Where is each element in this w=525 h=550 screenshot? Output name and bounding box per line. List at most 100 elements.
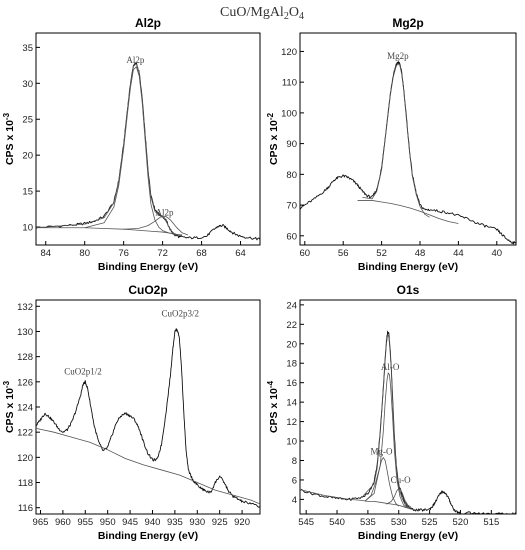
o1s-peak-label: Al-O: [381, 362, 400, 372]
mg2p-peak-label: Mg2p: [387, 51, 409, 61]
al2p-plot-frame: [35, 32, 261, 246]
al2p-xtick-label: 64: [235, 248, 246, 259]
cuo2p-ytick-label: 124: [17, 403, 33, 414]
al2p-ytick-label: 35: [22, 43, 33, 54]
cuo2p-panel: CuO2p 965 960 955 950 945 940 935 930 925 920 116 11…: [2, 283, 261, 542]
al2p-ylabel-base: CPS x 10: [4, 120, 16, 165]
o1s-ytick-label: 20: [286, 339, 297, 350]
mg2p-ylabel: CPS x 10-2: [266, 112, 280, 165]
mg2p-xlabel: Binding Energy (eV): [358, 261, 458, 273]
mg2p-ylabel-exponent: -2: [266, 112, 275, 120]
o1s-xtick-label: 530: [391, 517, 407, 528]
cuo2p-plot-area: [36, 328, 260, 508]
figure-title-sub1: 2: [284, 11, 289, 22]
cuo2p-peak-label: CuO2p1/2: [64, 366, 102, 376]
mg2p-xtick-label: 48: [415, 248, 426, 259]
cuo2p-ytick-label: 116: [18, 503, 33, 514]
o1s-ytick-label: 22: [286, 320, 297, 331]
al2p-xtick-label: 84: [40, 248, 51, 259]
o1s-ylabel: CPS x 10-4: [266, 380, 280, 433]
mg2p-ytick-label: 120: [281, 47, 297, 58]
o1s-component-line: [364, 372, 409, 509]
cuo2p-xtick-label: 930: [189, 517, 205, 528]
o1s-ytick-label: 4: [292, 495, 297, 506]
al2p-peak-label: Al2p: [126, 55, 145, 65]
cuo2p-ytick-label: 118: [18, 478, 33, 489]
o1s-plot-area: [300, 330, 516, 514]
o1s-ytick-label: 16: [286, 378, 297, 389]
al2p-peak-label: Al2p: [156, 208, 175, 218]
o1s-peak-label: Mg-O: [370, 447, 392, 457]
mg2p-ytick-label: 70: [286, 201, 297, 212]
cuo2p-ytick-label: 128: [17, 352, 33, 363]
cuo2p-spectrum-line: [36, 328, 260, 508]
al2p-fit-line: [36, 63, 183, 237]
o1s-ytick-label: 12: [286, 417, 297, 428]
cuo2p-xtick-label: 940: [145, 517, 161, 528]
o1s-peak-label: Cu-O: [391, 475, 412, 485]
cuo2p-xlabel: Binding Energy (eV): [98, 530, 198, 542]
mg2p-fit-line: [362, 63, 430, 218]
o1s-title: O1s: [397, 283, 420, 297]
al2p-xlabel: Binding Energy (eV): [98, 261, 198, 273]
cuo2p-xtick-label: 935: [167, 517, 183, 528]
cuo2p-xtick-label: 960: [55, 517, 71, 528]
figure-title-sub2: 4: [299, 11, 304, 22]
mg2p-xtick-label: 56: [338, 248, 349, 259]
mg2p-plot-frame: [299, 32, 517, 246]
o1s-ylabel-exponent: -4: [266, 380, 275, 388]
mg2p-ytick-label: 90: [286, 139, 297, 150]
al2p-component-line: [84, 66, 183, 236]
cuo2p-baseline-line: [36, 428, 260, 505]
mg2p-panel: Mg2p 60 56 52 48 44 40 60 70 80 90 100 110 120 Binding…: [266, 16, 517, 273]
figure-title-main: CuO/MgAl: [220, 5, 284, 20]
mg2p-baseline-line: [357, 200, 459, 224]
o1s-ytick-label: 8: [292, 456, 297, 467]
cuo2p-ylabel-exponent: -3: [2, 380, 11, 388]
mg2p-plot-area: [300, 61, 516, 245]
o1s-spectrum-line: [300, 330, 516, 514]
cuo2p-ytick-label: 130: [17, 327, 33, 338]
o1s-baseline-line: [300, 489, 418, 511]
mg2p-ytick-label: 80: [286, 170, 297, 181]
al2p-xtick-label: 80: [79, 248, 90, 259]
al2p-ytick-label: 20: [22, 151, 33, 162]
cuo2p-ytick-label: 122: [17, 428, 33, 439]
cuo2p-title: CuO2p: [128, 283, 167, 297]
o1s-xtick-label: 545: [298, 517, 314, 528]
al2p-panel: Al2p 84 80 76 72 68 64 10 15 20 25 30 35 Binding Ener…: [2, 16, 261, 273]
o1s-ytick-label: 6: [292, 475, 297, 486]
cuo2p-xtick-label: 925: [212, 517, 228, 528]
o1s-xtick-label: 520: [453, 517, 469, 528]
figure-title: CuO/MgAl2O4: [220, 5, 304, 22]
o1s-xtick-label: 515: [483, 517, 499, 528]
o1s-xlabel: Binding Energy (eV): [358, 530, 458, 542]
o1s-ytick-label: 14: [286, 398, 297, 409]
cuo2p-plot-frame: [35, 299, 261, 515]
mg2p-xtick-label: 60: [300, 248, 311, 259]
al2p-ylabel-exponent: -3: [2, 112, 11, 120]
mg2p-ylabel-base: CPS x 10: [268, 120, 280, 165]
cuo2p-ylabel-base: CPS x 10: [4, 388, 16, 433]
o1s-ytick-label: 18: [286, 359, 297, 370]
cuo2p-xtick-label: 950: [100, 517, 116, 528]
o1s-xtick-label: 525: [422, 517, 438, 528]
figure-title-mid: O: [289, 5, 299, 20]
mg2p-ytick-label: 60: [286, 231, 297, 242]
mg2p-ytick-label: 110: [282, 78, 297, 89]
al2p-xtick-label: 76: [118, 248, 129, 259]
al2p-title: Al2p: [135, 16, 161, 30]
al2p-component-line: [123, 215, 189, 236]
al2p-ylabel: CPS x 10-3: [2, 112, 16, 165]
al2p-ytick-label: 30: [22, 79, 33, 90]
mg2p-title: Mg2p: [392, 16, 423, 30]
o1s-ytick-label: 24: [286, 300, 297, 311]
al2p-xtick-label: 68: [196, 248, 207, 259]
mg2p-spectrum-line: [300, 61, 516, 245]
cuo2p-ytick-label: 120: [17, 453, 33, 464]
o1s-plot-frame: [299, 299, 517, 515]
al2p-xtick-label: 72: [157, 248, 168, 259]
cuo2p-xtick-label: 955: [77, 517, 93, 528]
mg2p-xtick-label: 40: [492, 248, 503, 259]
